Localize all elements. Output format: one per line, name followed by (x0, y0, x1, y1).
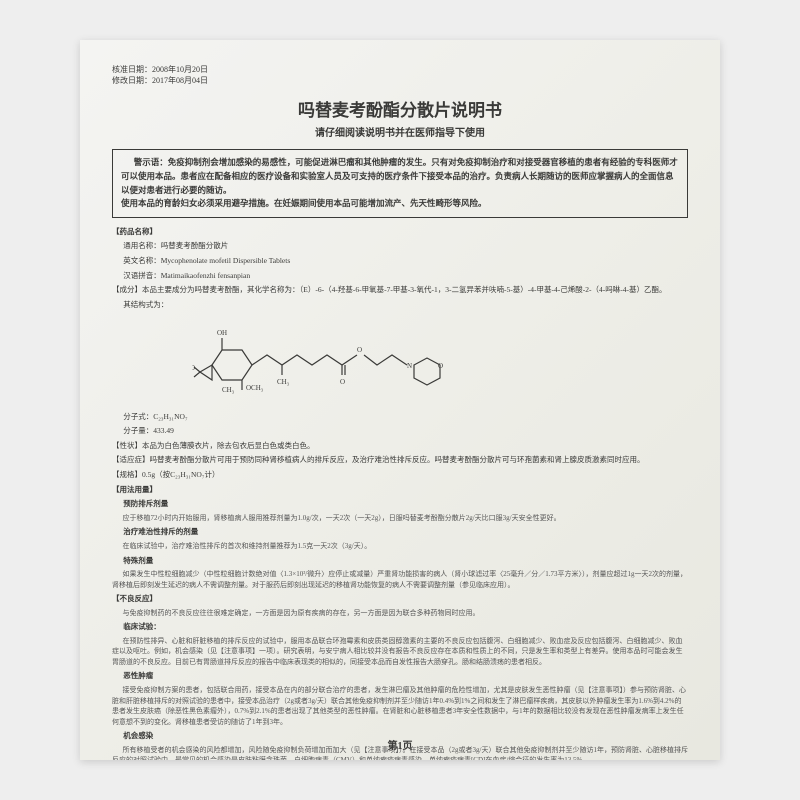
svg-text:O: O (357, 346, 362, 354)
svg-text:OH: OH (217, 329, 227, 337)
character: 【性状】本品为白色薄膜衣片，除去包衣后显白色或类白色。 (112, 440, 688, 452)
clinical-1: 在预防性排异、心脏和肝脏移植的排斥反应的试验中，服用本品联合环孢霉素和皮质类固醇… (112, 636, 688, 668)
specification: 【规格】0.5g（按C₂₃H₃₁NO₇计） (112, 469, 688, 481)
english-name: 英文名称：Mycophenolate mofetil Dispersible T… (112, 255, 688, 267)
svg-text:OCH₃: OCH₃ (246, 384, 264, 392)
drug-name-heading: 【药品名称】 (112, 226, 688, 238)
adverse-1: 与免疫抑制药的不良反应往往很难定确定，一方面是因为原有疾病的存在，另一方面是因为… (112, 608, 688, 619)
generic-name: 通用名称：吗替麦考酚酯分散片 (112, 240, 688, 252)
clinical-h: 临床试验： (112, 621, 688, 633)
structure-label: 其结构式为： (112, 299, 688, 311)
document-subtitle: 请仔细阅读说明书并在医师指导下使用 (112, 124, 688, 139)
usage-2: 在临床试验中，治疗难治性排斥的首次和维持剂量推荐为1.5克一天2次（3g/天）。 (112, 541, 688, 552)
svg-text:N: N (407, 362, 412, 370)
page-number: 第1页 (80, 737, 720, 752)
date-block: 核准日期：2008年10月20日 修改日期：2017年08月04日 (112, 64, 688, 86)
adverse-heading: 【不良反应】 (112, 593, 688, 605)
ingredient: 【成分】本品主要成分为吗替麦考酚酯，其化学名称为：（E）-6-（4-羟基-6-甲… (112, 284, 688, 296)
svg-text:O: O (340, 378, 345, 386)
document-page: 核准日期：2008年10月20日 修改日期：2017年08月04日 吗替麦考酚酯… (80, 40, 720, 760)
molecular-weight: 分子量：433.49 (112, 425, 688, 437)
usage-3: 如果发生中性粒细胞减少（中性粒细胞计数绝对值〈1.3×10³/微升〉应停止或减量… (112, 569, 688, 590)
svg-text:O: O (192, 364, 195, 372)
usage-2h: 治疗难治性排斥的剂量 (112, 526, 688, 538)
warning-box: 警示语：免疫抑制剂会增加感染的易感性，可能促进淋巴瘤和其他肿瘤的发生。只有对免疫… (112, 149, 688, 217)
indication: 【适应症】吗替麦考酚酯分散片可用于预防同种肾移植病人的排斥反应，及治疗难治性排斥… (112, 454, 688, 466)
tumor-h: 恶性肿瘤 (112, 670, 688, 682)
svg-text:CH₃: CH₃ (222, 386, 235, 394)
svg-text:CH₃: CH₃ (277, 378, 290, 386)
molecular-formula: 分子式：C₂₃H₃₁NO₇ (112, 411, 688, 423)
usage-heading: 【用法用量】 (112, 484, 688, 496)
usage-1h: 预防排斥剂量 (112, 498, 688, 510)
tumor-1: 接受免疫抑制方案的患者，包括联合用药，接受本品在内的部分联合治疗的患者，发生淋巴… (112, 685, 688, 727)
usage-3h: 特殊剂量 (112, 555, 688, 567)
document-title: 吗替麦考酚酯分散片说明书 (112, 96, 688, 121)
usage-1: 应于移植72小时内开始服用，肾移植病人服用推荐剂量为1.0g/次，一天2次（一天… (112, 513, 688, 524)
revision-date: 修改日期：2017年08月04日 (112, 75, 688, 86)
svg-text:O: O (438, 362, 443, 370)
chemical-structure-diagram: OH O CH₃ OCH₃ CH₃ O O N O (192, 320, 472, 400)
pinyin-name: 汉语拼音：Matimaikaofenzhi fensanpian (112, 270, 688, 282)
approval-date: 核准日期：2008年10月20日 (112, 64, 688, 75)
